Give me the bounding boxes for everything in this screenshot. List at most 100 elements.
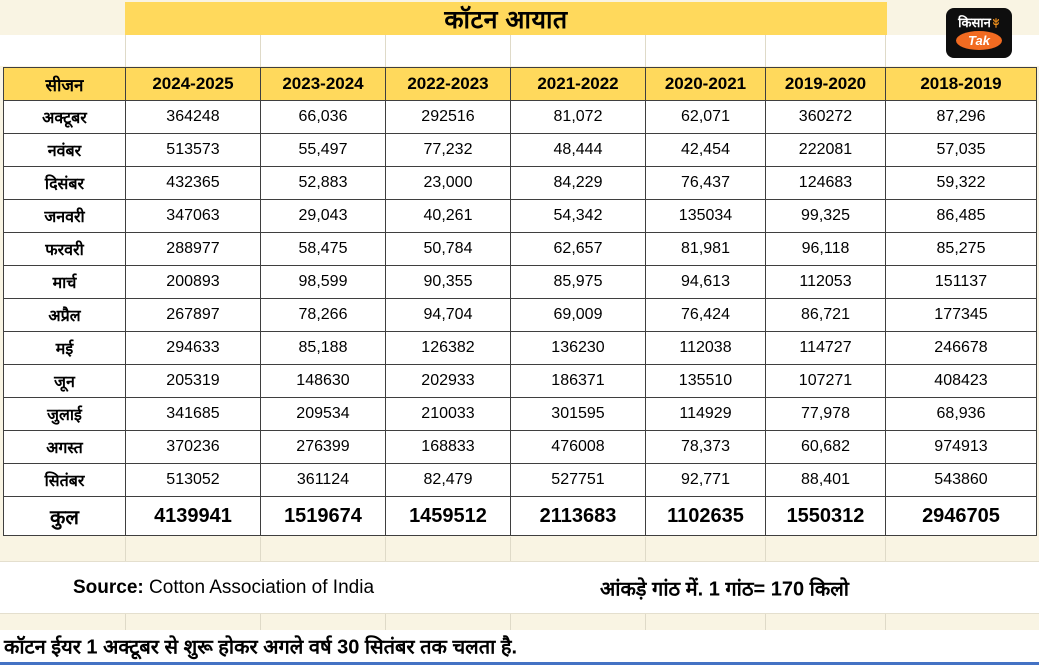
source-text: Source: Cotton Association of India bbox=[73, 577, 374, 599]
value-cell: 62,071 bbox=[645, 100, 766, 134]
value-cell: 124683 bbox=[765, 166, 886, 200]
value-cell: 23,000 bbox=[385, 166, 511, 200]
value-cell: 267897 bbox=[125, 298, 261, 332]
source-value: Cotton Association of India bbox=[149, 576, 375, 598]
value-cell: 81,981 bbox=[645, 232, 766, 266]
value-cell: 58,475 bbox=[260, 232, 386, 266]
value-cell: 85,188 bbox=[260, 331, 386, 365]
gridline-vertical bbox=[125, 35, 126, 67]
cotton-import-table: सीजन 2024-2025 2023-2024 2022-2023 2021-2022… bbox=[3, 67, 1037, 536]
value-cell: 513052 bbox=[125, 463, 261, 497]
footnote-band: कॉटन ईयर 1 अक्टूबर से शुरू होकर अगले वर्… bbox=[0, 630, 1039, 662]
month-label: अप्रैल bbox=[3, 298, 126, 332]
page-title: कॉटन आयात bbox=[444, 5, 568, 34]
total-value-cell: 1459512 bbox=[385, 496, 511, 536]
table-row: सितंबर 513052 361124 82,479 527751 92,771 88,4… bbox=[3, 463, 1037, 497]
logo-tak-text: Tak bbox=[968, 33, 990, 48]
year-column-header: 2024-2025 bbox=[125, 67, 261, 101]
value-cell: 543860 bbox=[885, 463, 1037, 497]
month-label: जून bbox=[3, 364, 126, 398]
month-label: नवंबर bbox=[3, 133, 126, 167]
value-cell: 87,296 bbox=[885, 100, 1037, 134]
value-cell: 361124 bbox=[260, 463, 386, 497]
kisan-tak-logo: किसान Tak bbox=[946, 8, 1012, 58]
title-banner: कॉटन आयात bbox=[125, 2, 887, 35]
month-label: मई bbox=[3, 331, 126, 365]
table-row: मार्च 200893 98,599 90,355 85,975 94,613 11205… bbox=[3, 265, 1037, 299]
value-cell: 360272 bbox=[765, 100, 886, 134]
value-cell: 76,437 bbox=[645, 166, 766, 200]
value-cell: 52,883 bbox=[260, 166, 386, 200]
value-cell: 513573 bbox=[125, 133, 261, 167]
top-blank-band bbox=[0, 35, 1039, 66]
total-value-cell: 4139941 bbox=[125, 496, 261, 536]
value-cell: 370236 bbox=[125, 430, 261, 464]
value-cell: 292516 bbox=[385, 100, 511, 134]
season-column-header: सीजन bbox=[3, 67, 126, 101]
total-value-cell: 1102635 bbox=[645, 496, 766, 536]
value-cell: 81,072 bbox=[510, 100, 646, 134]
value-cell: 177345 bbox=[885, 298, 1037, 332]
value-cell: 168833 bbox=[385, 430, 511, 464]
value-cell: 92,771 bbox=[645, 463, 766, 497]
value-cell: 86,721 bbox=[765, 298, 886, 332]
value-cell: 94,613 bbox=[645, 265, 766, 299]
gridline-vertical bbox=[645, 35, 646, 67]
value-cell: 186371 bbox=[510, 364, 646, 398]
header-row: सीजन 2024-2025 2023-2024 2022-2023 2021-2022… bbox=[3, 67, 1037, 101]
value-cell: 135034 bbox=[645, 199, 766, 233]
total-label: कुल bbox=[3, 496, 126, 536]
year-column-header: 2022-2023 bbox=[385, 67, 511, 101]
value-cell: 84,229 bbox=[510, 166, 646, 200]
value-cell: 364248 bbox=[125, 100, 261, 134]
value-cell: 76,424 bbox=[645, 298, 766, 332]
value-cell: 86,485 bbox=[885, 199, 1037, 233]
value-cell: 301595 bbox=[510, 397, 646, 431]
gridline-vertical bbox=[885, 35, 886, 67]
gridline-vertical bbox=[385, 35, 386, 67]
month-label: फरवरी bbox=[3, 232, 126, 266]
month-label: अगस्त bbox=[3, 430, 126, 464]
table-row: जुलाई 341685 209534 210033 301595 114929 77,97… bbox=[3, 397, 1037, 431]
value-cell: 40,261 bbox=[385, 199, 511, 233]
value-cell: 59,322 bbox=[885, 166, 1037, 200]
unit-note: आंकड़े गांठ में. 1 गांठ= 170 किलो bbox=[600, 578, 849, 600]
value-cell: 29,043 bbox=[260, 199, 386, 233]
value-cell: 85,975 bbox=[510, 265, 646, 299]
table-row: जनवरी 347063 29,043 40,261 54,342 135034 99,32… bbox=[3, 199, 1037, 233]
value-cell: 210033 bbox=[385, 397, 511, 431]
value-cell: 112038 bbox=[645, 331, 766, 365]
value-cell: 200893 bbox=[125, 265, 261, 299]
gridline-vertical bbox=[510, 35, 511, 67]
table-row: अप्रैल 267897 78,266 94,704 69,009 76,424 86,7… bbox=[3, 298, 1037, 332]
value-cell: 98,599 bbox=[260, 265, 386, 299]
year-column-header: 2019-2020 bbox=[765, 67, 886, 101]
value-cell: 99,325 bbox=[765, 199, 886, 233]
gridline-horizontal bbox=[0, 561, 1039, 562]
wheat-icon bbox=[992, 17, 999, 28]
value-cell: 88,401 bbox=[765, 463, 886, 497]
source-band: Source: Cotton Association of India आंकड… bbox=[0, 562, 1039, 613]
month-label: मार्च bbox=[3, 265, 126, 299]
value-cell: 148630 bbox=[260, 364, 386, 398]
logo-tak-badge: Tak bbox=[956, 31, 1002, 50]
value-cell: 62,657 bbox=[510, 232, 646, 266]
value-cell: 408423 bbox=[885, 364, 1037, 398]
table-row: जून 205319 148630 202933 186371 135510 107271 4… bbox=[3, 364, 1037, 398]
value-cell: 276399 bbox=[260, 430, 386, 464]
value-cell: 476008 bbox=[510, 430, 646, 464]
value-cell: 96,118 bbox=[765, 232, 886, 266]
table-row: अगस्त 370236 276399 168833 476008 78,373 60,68… bbox=[3, 430, 1037, 464]
table-row: फरवरी 288977 58,475 50,784 62,657 81,981 96,11… bbox=[3, 232, 1037, 266]
value-cell: 135510 bbox=[645, 364, 766, 398]
value-cell: 202933 bbox=[385, 364, 511, 398]
value-cell: 55,497 bbox=[260, 133, 386, 167]
year-column-header: 2021-2022 bbox=[510, 67, 646, 101]
total-value-cell: 2113683 bbox=[510, 496, 646, 536]
value-cell: 222081 bbox=[765, 133, 886, 167]
value-cell: 205319 bbox=[125, 364, 261, 398]
value-cell: 50,784 bbox=[385, 232, 511, 266]
value-cell: 77,978 bbox=[765, 397, 886, 431]
value-cell: 114727 bbox=[765, 331, 886, 365]
